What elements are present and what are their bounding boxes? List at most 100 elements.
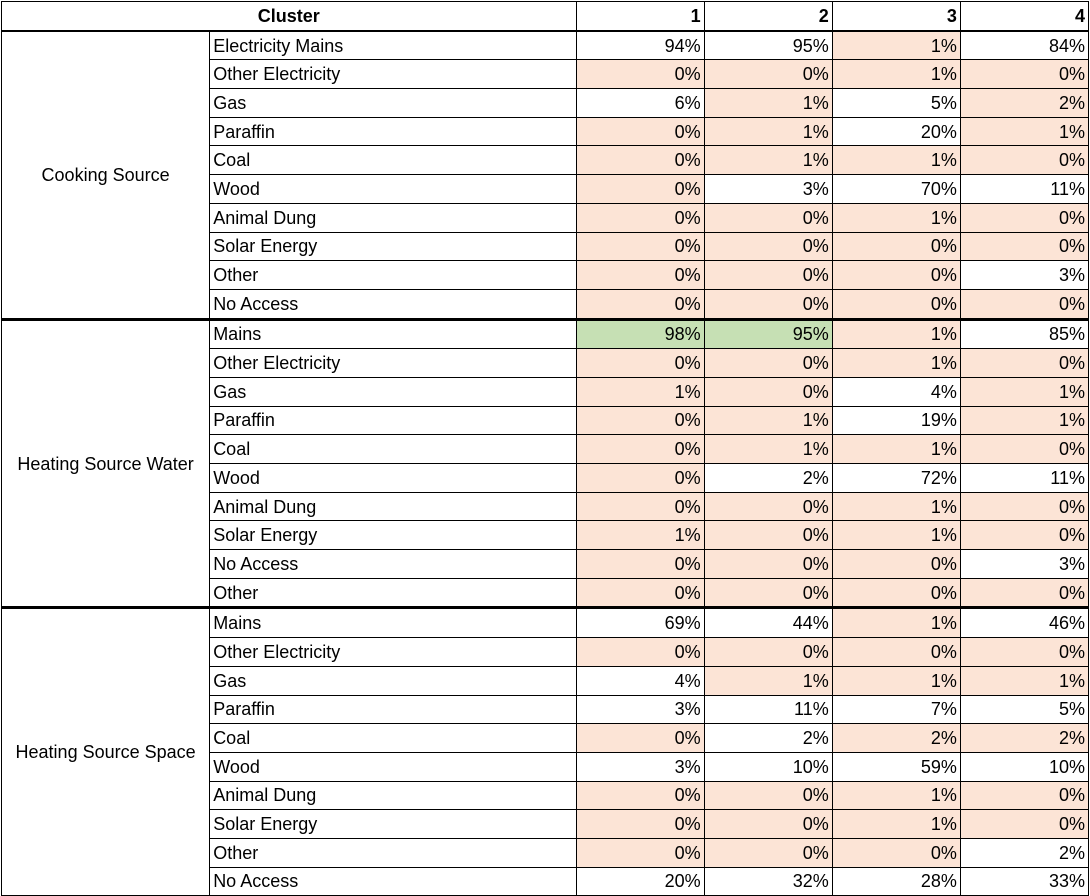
category-label: Paraffin <box>209 116 577 147</box>
value-cell: 0% <box>575 59 705 90</box>
value-cell: 1% <box>831 809 961 839</box>
value-cell: 0% <box>575 174 705 204</box>
table-row: Other Electricity 0% 0% 0% 0% <box>2 637 1090 667</box>
category-label: Mains <box>209 606 577 639</box>
value-cell: 2% <box>959 723 1090 753</box>
value-cell: 0% <box>575 231 705 262</box>
value-cell: 11% <box>959 463 1090 493</box>
value-cell: 0% <box>959 231 1090 262</box>
cluster-column-header: 4 <box>959 0 1090 32</box>
value-cell: 3% <box>959 549 1090 579</box>
category-label: Solar Energy <box>209 809 577 839</box>
value-cell: 0% <box>703 260 833 290</box>
category-label: Other Electricity <box>209 637 577 667</box>
value-cell: 72% <box>831 463 961 493</box>
value-cell: 0% <box>703 520 833 551</box>
value-cell: 0% <box>831 231 961 262</box>
value-cell: 1% <box>959 116 1090 147</box>
value-cell: 0% <box>703 288 833 320</box>
value-cell: 4% <box>831 376 961 407</box>
category-label: Animal Dung <box>209 202 577 233</box>
value-cell: 94% <box>575 30 705 61</box>
value-cell: 0% <box>831 577 961 609</box>
value-cell: 11% <box>959 174 1090 204</box>
cluster-column-header: 1 <box>575 0 705 32</box>
value-cell: 1% <box>703 88 833 118</box>
value-cell: 0% <box>703 376 833 407</box>
table-row: Other 0% 0% 0% 2% <box>2 837 1090 868</box>
value-cell: 0% <box>703 837 833 868</box>
value-cell: 2% <box>703 463 833 493</box>
group-label: Cooking Source <box>0 30 211 320</box>
category-label: Other Electricity <box>209 59 577 90</box>
value-cell: 32% <box>703 866 833 896</box>
table-row: Gas 6% 1% 5% 2% <box>2 88 1090 118</box>
value-cell: 1% <box>959 376 1090 407</box>
value-cell: 0% <box>575 405 705 436</box>
header-row: Cluster 1 2 3 4 <box>1 0 1090 32</box>
category-label: Animal Dung <box>209 780 577 811</box>
table-row: Other 0% 0% 0% 0% <box>2 577 1090 609</box>
category-label: Other <box>209 837 577 868</box>
value-cell: 0% <box>575 260 705 290</box>
value-cell: 1% <box>703 665 833 696</box>
category-label: Gas <box>209 376 577 407</box>
category-label: Gas <box>209 665 577 696</box>
value-cell: 84% <box>959 30 1090 61</box>
table-row: Coal 0% 2% 2% 2% <box>2 723 1090 753</box>
table-row: Solar Energy 0% 0% 1% 0% <box>2 809 1090 839</box>
table-row: Cooking Source Electricity Mains 94% 95% 1% 8… <box>0 30 1090 320</box>
value-cell: 1% <box>831 317 961 350</box>
value-cell: 0% <box>703 348 833 378</box>
value-cell: 1% <box>575 520 705 551</box>
value-cell: 70% <box>831 174 961 204</box>
value-cell: 95% <box>703 317 833 350</box>
value-cell: 0% <box>703 549 833 579</box>
value-cell: 0% <box>831 637 961 667</box>
value-cell: 5% <box>959 694 1090 725</box>
value-cell: 2% <box>959 88 1090 118</box>
value-cell: 1% <box>959 665 1090 696</box>
value-cell: 0% <box>703 231 833 262</box>
group-label: Heating Source Space <box>0 606 211 896</box>
category-label: No Access <box>209 549 577 579</box>
table-row: Heating Source Water Mains 98% 95% 1% 85% <box>0 317 1090 609</box>
value-cell: 0% <box>831 288 961 320</box>
value-cell: 0% <box>959 145 1090 176</box>
group-label: Heating Source Water <box>0 317 211 609</box>
category-label: Other <box>209 260 577 290</box>
category-label: Electricity Mains <box>209 30 577 61</box>
value-cell: 1% <box>831 30 961 61</box>
table-row: No Access 0% 0% 0% 0% <box>2 288 1090 320</box>
table-row: Paraffin 0% 1% 19% 1% <box>2 405 1090 436</box>
value-cell: 0% <box>959 520 1090 551</box>
value-cell: 0% <box>575 723 705 753</box>
table-row: Gas 1% 0% 4% 1% <box>2 376 1090 407</box>
value-cell: 0% <box>575 837 705 868</box>
value-cell: 85% <box>959 317 1090 350</box>
table-body: Cooking Source Electricity Mains 94% 95% 1% 8… <box>0 30 1090 896</box>
value-cell: 0% <box>959 577 1090 609</box>
value-cell: 1% <box>831 348 961 378</box>
value-cell: 0% <box>575 463 705 493</box>
value-cell: 0% <box>959 288 1090 320</box>
category-label: No Access <box>209 866 577 896</box>
value-cell: 0% <box>959 202 1090 233</box>
cluster-column-header: 2 <box>703 0 833 32</box>
value-cell: 0% <box>575 116 705 147</box>
category-label: Other <box>209 577 577 609</box>
value-cell: 0% <box>959 809 1090 839</box>
value-cell: 3% <box>703 174 833 204</box>
category-label: No Access <box>209 288 577 320</box>
category-label: Solar Energy <box>209 231 577 262</box>
category-label: Other Electricity <box>209 348 577 378</box>
value-cell: 1% <box>575 376 705 407</box>
category-label: Coal <box>209 434 577 464</box>
value-cell: 1% <box>831 665 961 696</box>
value-cell: 0% <box>575 348 705 378</box>
value-cell: 0% <box>575 202 705 233</box>
value-cell: 0% <box>575 145 705 176</box>
table-row: Wood 3% 10% 59% 10% <box>2 751 1090 782</box>
value-cell: 3% <box>575 751 705 782</box>
